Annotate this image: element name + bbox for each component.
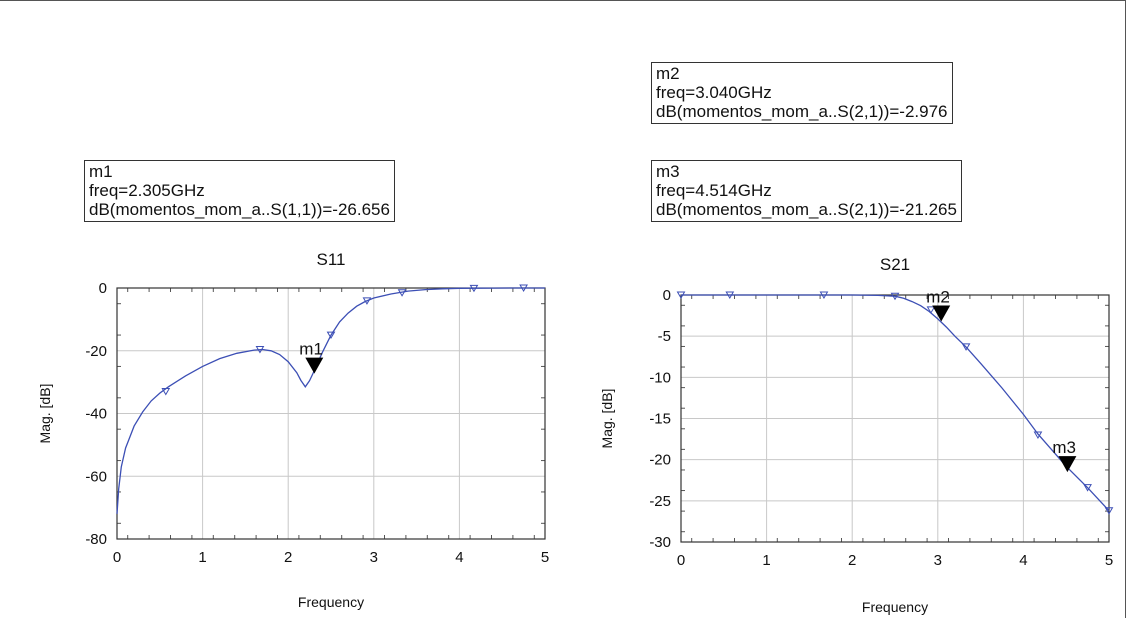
y-tick-label: 0 — [99, 280, 107, 297]
marker-value: dB(momentos_mom_a..S(2,1))=-2.976 — [656, 102, 948, 121]
y-axis-label: Mag. [dB] — [599, 389, 615, 449]
marker-label-m1: m1 — [299, 340, 323, 359]
marker-label-m2: m2 — [926, 288, 950, 307]
y-tick-label: -15 — [649, 411, 671, 428]
x-tick-label: 0 — [677, 552, 685, 569]
data-symbol — [926, 306, 936, 314]
chart-s11: S11 0 1 2 3 4 5 0 -20 -40 -60 -80 Frequency Mag. [dB]… — [37, 250, 549, 610]
marker-readout-m3[interactable]: m3 freq=4.514GHz dB(momentos_mom_a..S(2,… — [651, 160, 962, 222]
x-tick-label: 5 — [541, 549, 549, 566]
marker-arrow-m3 — [1058, 456, 1077, 473]
marker-readout-m2[interactable]: m2 freq=3.040GHz dB(momentos_mom_a..S(2,… — [651, 62, 953, 124]
x-tick-label: 2 — [284, 549, 292, 566]
marker-frequency: freq=3.040GHz — [656, 83, 772, 102]
plot-frame — [680, 294, 1110, 543]
marker-arrow-m2 — [932, 305, 951, 322]
data-symbol — [1033, 431, 1043, 439]
x-tick-label: 0 — [113, 549, 121, 566]
y-tick-label: -20 — [649, 452, 671, 469]
marker-name: m1 — [89, 162, 113, 181]
data-symbol — [469, 284, 479, 293]
x-axis-label: Frequency — [298, 594, 364, 610]
y-axis-label: Mag. [dB] — [37, 384, 53, 444]
data-symbol — [961, 343, 971, 351]
chart-title: S11 — [317, 250, 346, 269]
data-symbol — [890, 292, 900, 301]
x-tick-label: 4 — [1019, 552, 1027, 569]
marker-name: m3 — [656, 162, 680, 181]
y-tick-label: -20 — [85, 343, 107, 360]
y-tick-label: -80 — [85, 531, 107, 548]
x-tick-label: 2 — [848, 552, 856, 569]
plot-frame — [116, 287, 546, 540]
data-symbol — [676, 291, 686, 299]
data-symbol — [725, 291, 735, 299]
y-tick-label: -5 — [658, 328, 671, 345]
data-symbol — [362, 297, 372, 305]
data-symbol — [161, 388, 171, 396]
marker-name: m2 — [656, 64, 680, 83]
x-axis-label: Frequency — [862, 599, 928, 615]
series-line — [681, 294, 1110, 512]
x-tick-label: 3 — [370, 549, 378, 566]
marker-readout-m1[interactable]: m1 freq=2.305GHz dB(momentos_mom_a..S(1,… — [84, 160, 395, 222]
data-symbol — [397, 289, 407, 297]
data-symbol — [819, 291, 829, 299]
y-tick-label: 0 — [663, 287, 671, 304]
chart-title: S21 — [880, 255, 910, 274]
data-symbol — [1104, 507, 1114, 515]
marker-label-m3: m3 — [1052, 438, 1076, 457]
data-symbol — [255, 345, 265, 354]
x-tick-label: 1 — [198, 549, 206, 566]
x-tick-label: 3 — [934, 552, 942, 569]
marker-value: dB(momentos_mom_a..S(1,1))=-26.656 — [89, 200, 390, 219]
marker-frequency: freq=4.514GHz — [656, 181, 772, 200]
data-symbol — [519, 284, 528, 292]
chart-s21: S21 0 1 2 3 4 5 0 -5 -10 -15 -20 -25 -30 Frequency Mag.… — [599, 255, 1114, 615]
data-symbol — [1083, 484, 1092, 492]
marker-frequency: freq=2.305GHz — [89, 181, 205, 200]
y-tick-label: -25 — [649, 493, 671, 510]
y-tick-label: -40 — [85, 406, 107, 423]
x-tick-label: 5 — [1105, 552, 1113, 569]
y-tick-label: -10 — [649, 369, 671, 386]
marker-arrow-m1 — [305, 357, 324, 374]
y-tick-label: -60 — [85, 468, 107, 485]
x-tick-label: 4 — [455, 549, 463, 566]
data-symbol — [326, 331, 336, 340]
series-line — [116, 287, 545, 514]
x-tick-label: 1 — [762, 552, 770, 569]
y-tick-label: -30 — [649, 534, 671, 551]
marker-value: dB(momentos_mom_a..S(2,1))=-21.265 — [656, 200, 957, 219]
